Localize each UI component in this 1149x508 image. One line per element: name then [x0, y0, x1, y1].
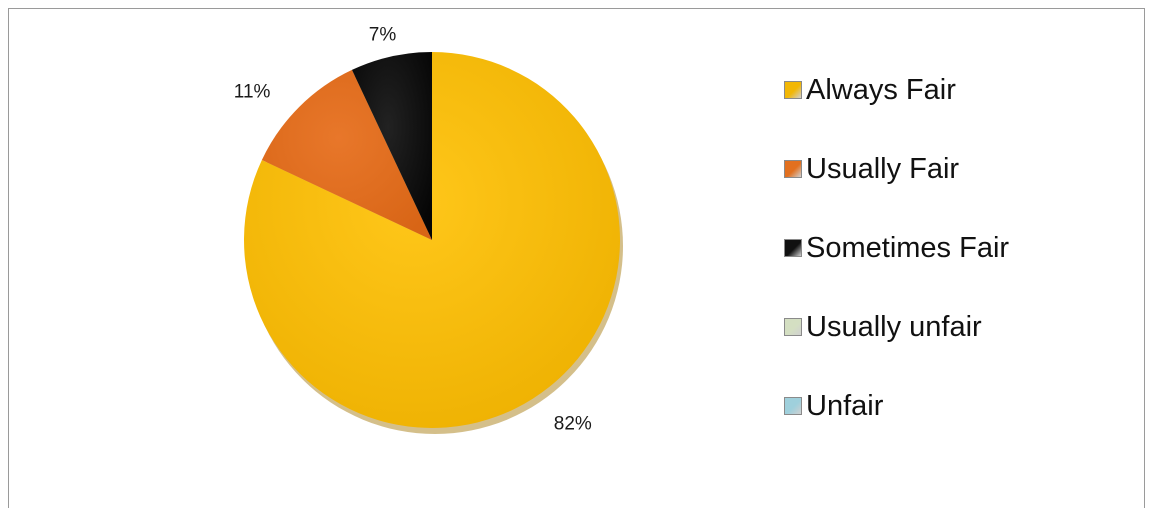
pie-slice-sometimes-fair	[351, 52, 432, 240]
legend-swatch-always-fair	[784, 81, 802, 99]
data-label-always-fair: 82%	[554, 414, 592, 435]
chart-frame: 82% 11% 7% Always Fair Usually Fair Sometime…	[8, 8, 1145, 508]
legend-label-sometimes-fair: Sometimes Fair	[806, 232, 1010, 264]
legend-label-usually-fair: Usually Fair	[806, 153, 960, 185]
legend-swatch-unfair	[784, 397, 802, 415]
legend-swatch-usually-unfair	[784, 318, 802, 336]
legend-swatch-sometimes-fair	[784, 239, 802, 257]
legend-item-usually-fair: Usually Fair	[784, 152, 959, 186]
legend-label-always-fair: Always Fair	[806, 74, 956, 106]
pie-chart: 82% 11% 7%	[234, 25, 623, 435]
legend-label-unfair: Unfair	[806, 390, 884, 422]
legend-swatch-usually-fair	[784, 160, 802, 178]
legend-label-usually-unfair: Usually unfair	[806, 311, 982, 343]
legend-item-sometimes-fair: Sometimes Fair	[784, 231, 1009, 265]
pie-slice-usually-fair	[261, 69, 432, 240]
data-label-usually-fair: 11%	[234, 81, 271, 102]
data-label-sometimes-fair: 7%	[369, 25, 397, 46]
legend-item-unfair: Unfair	[784, 389, 883, 423]
legend-item-usually-unfair: Usually unfair	[784, 310, 982, 344]
legend-item-always-fair: Always Fair	[784, 73, 956, 107]
